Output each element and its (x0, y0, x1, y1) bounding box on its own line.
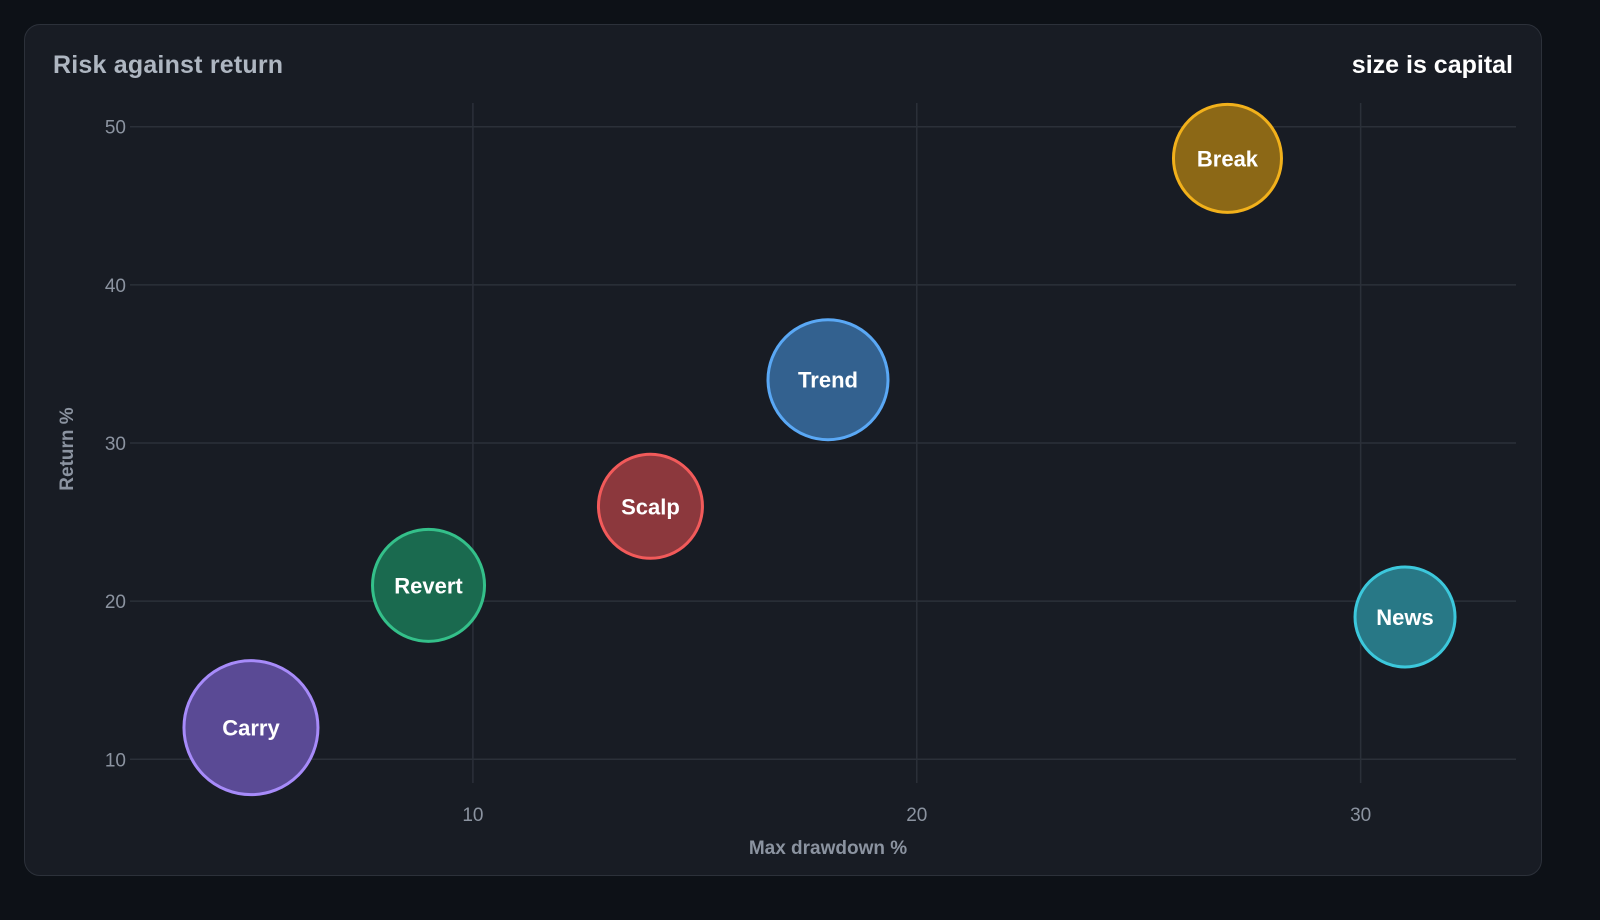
bubble-circle (766, 318, 890, 442)
x-axis-ticks: 10 20 30 (462, 805, 1371, 826)
y-tick-label: 40 (105, 276, 126, 297)
bubble-label: Carry (222, 716, 280, 741)
bubble-circle (182, 659, 320, 797)
bubble-chart: 10 20 30 40 50 10 20 30 Max drawdown % Return … (57, 102, 1516, 859)
bubble-circle (1353, 565, 1457, 669)
bubble-break[interactable]: Break (1171, 102, 1283, 214)
size-legend-note: size is capital (1351, 51, 1513, 79)
y-axis-ticks: 10 20 30 40 50 (105, 118, 140, 771)
x-tick-label: 10 (462, 805, 483, 826)
y-tick-label: 20 (105, 592, 126, 613)
bubble-carry[interactable]: Carry (182, 659, 320, 797)
bubble-circle (596, 452, 704, 560)
y-tick-label: 30 (105, 434, 126, 455)
y-axis-label: Return % (57, 407, 78, 491)
bubble-scalp[interactable]: Scalp (596, 452, 704, 560)
y-tick-label: 10 (105, 750, 126, 771)
x-tick-label: 20 (906, 805, 927, 826)
bubble-label: Trend (798, 368, 858, 393)
grid-lines (140, 103, 1516, 783)
bubble-news[interactable]: News (1353, 565, 1457, 669)
bubble-trend[interactable]: Trend (766, 318, 890, 442)
bubble-circle (1171, 102, 1283, 214)
bubble-series: Carry Revert Scalp Trend Break News (182, 102, 1457, 797)
x-tick-label: 30 (1350, 805, 1371, 826)
y-tick-label: 50 (105, 118, 126, 139)
bubble-label: News (1376, 605, 1433, 630)
bubble-circle (371, 527, 487, 643)
bubble-label: Break (1197, 146, 1259, 171)
chart-card: Risk against return size is capital 10 20… (24, 24, 1542, 876)
chart-title: Risk against return (53, 51, 284, 79)
bubble-label: Scalp (621, 494, 680, 519)
bubble-revert[interactable]: Revert (371, 527, 487, 643)
x-axis-label: Max drawdown % (749, 838, 907, 859)
bubble-label: Revert (394, 573, 463, 598)
